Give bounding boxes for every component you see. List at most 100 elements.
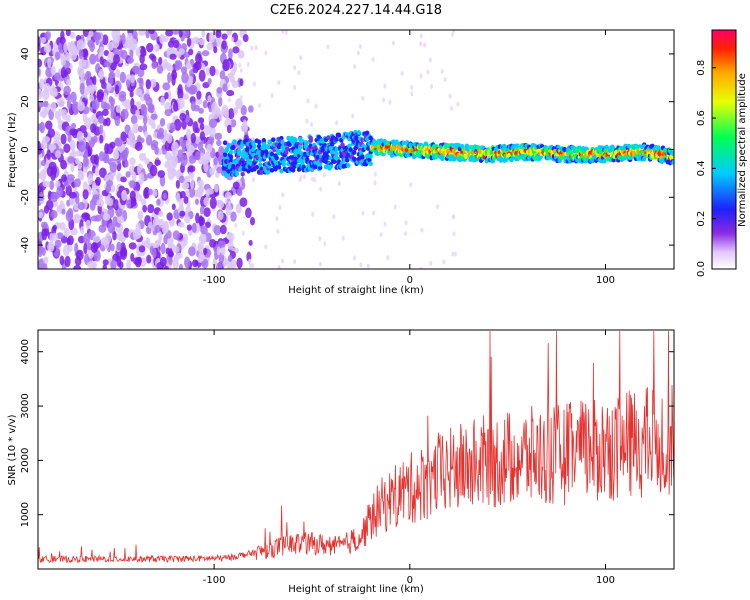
noise-blob <box>43 83 51 93</box>
noise-blob <box>195 151 201 161</box>
noise-blob <box>429 260 433 266</box>
noise-blob <box>281 30 285 34</box>
noise-blob <box>152 188 158 198</box>
noise-blob <box>72 48 80 56</box>
signal-blob <box>325 153 330 159</box>
noise-blob <box>115 68 121 78</box>
noise-blob <box>451 32 455 38</box>
noise-blob <box>147 203 155 214</box>
noise-blob <box>113 150 120 160</box>
signal-blob <box>368 153 373 159</box>
noise-blob <box>190 178 195 190</box>
noise-blob <box>56 186 63 198</box>
noise-blob <box>293 65 297 71</box>
signal-blob <box>274 155 279 161</box>
noise-blob <box>173 118 182 131</box>
x-tick-label: 100 <box>596 575 615 586</box>
colorbar-gradient <box>711 29 737 270</box>
noise-blob <box>249 217 256 226</box>
noise-blob <box>87 149 92 157</box>
noise-blob <box>238 62 242 68</box>
noise-blob <box>140 198 147 206</box>
snr-y-label: SNR (10 * v/v) <box>7 414 18 485</box>
noise-blob <box>222 83 228 92</box>
noise-blob <box>139 63 148 71</box>
noise-blob <box>105 117 111 127</box>
noise-blob <box>188 246 196 257</box>
noise-blob <box>63 143 71 154</box>
noise-blob <box>225 204 232 216</box>
signal-blob <box>519 149 525 155</box>
noise-blob <box>52 232 58 241</box>
noise-blob <box>78 58 87 68</box>
noise-blob <box>172 30 180 35</box>
noise-blob <box>94 214 102 222</box>
noise-blob <box>188 48 194 56</box>
noise-blob <box>181 72 189 84</box>
signal-blob <box>498 158 504 163</box>
noise-blob <box>175 192 181 203</box>
noise-blob <box>121 32 126 45</box>
signal-blob <box>656 145 661 151</box>
noise-blob <box>216 139 222 147</box>
noise-blob <box>281 192 285 198</box>
noise-blob <box>226 262 233 269</box>
noise-blob <box>49 145 54 154</box>
noise-blob <box>120 108 129 120</box>
noise-blob <box>148 30 155 35</box>
noise-blob <box>101 108 109 117</box>
noise-blob <box>143 131 149 138</box>
spectrogram-y-label: Frequency (Hz) <box>7 112 18 188</box>
noise-blob <box>226 124 232 134</box>
signal-blob <box>293 160 298 165</box>
noise-blob <box>175 252 183 260</box>
noise-blob <box>70 91 77 104</box>
signal-blob <box>234 171 240 177</box>
noise-blob <box>95 33 100 46</box>
noise-blob <box>332 214 336 220</box>
noise-blob <box>221 40 227 50</box>
noise-blob <box>326 44 330 50</box>
noise-blob <box>173 100 179 112</box>
noise-blob <box>66 174 75 181</box>
noise-blob <box>87 173 94 186</box>
signal-blob <box>287 142 292 148</box>
noise-blob <box>92 235 101 243</box>
noise-blob <box>436 204 440 210</box>
noise-blob <box>235 203 242 214</box>
noise-blob <box>107 52 115 64</box>
noise-blob <box>219 70 226 80</box>
noise-blob <box>129 90 134 98</box>
signal-blob <box>285 146 290 152</box>
noise-blob <box>77 201 85 211</box>
noise-blob <box>167 236 174 248</box>
snr-x-ticks: -100 0 100 <box>203 330 615 586</box>
noise-blob <box>97 115 105 124</box>
noise-blob <box>130 97 135 109</box>
noise-blob <box>67 156 75 164</box>
noise-blob <box>216 166 224 174</box>
noise-blob <box>250 45 254 51</box>
noise-blob <box>54 239 62 249</box>
signal-blob <box>502 143 507 149</box>
noise-blob <box>40 221 48 229</box>
noise-blob <box>202 100 208 109</box>
noise-blob <box>451 214 455 220</box>
noise-blob <box>221 33 228 40</box>
noise-blob <box>47 242 55 252</box>
signal-blob <box>293 137 298 143</box>
noise-blob <box>403 231 407 237</box>
noise-blob <box>77 161 83 170</box>
noise-blob <box>38 123 43 131</box>
noise-blob <box>107 222 116 234</box>
noise-blob <box>209 118 218 128</box>
noise-blob <box>423 42 427 48</box>
noise-blob <box>145 96 153 107</box>
noise-blob <box>186 224 192 231</box>
noise-blob <box>130 74 135 84</box>
noise-blob <box>99 134 104 144</box>
noise-blob <box>99 46 104 57</box>
noise-blob <box>109 161 118 173</box>
signal-blob <box>326 135 331 141</box>
noise-blob <box>178 198 184 208</box>
